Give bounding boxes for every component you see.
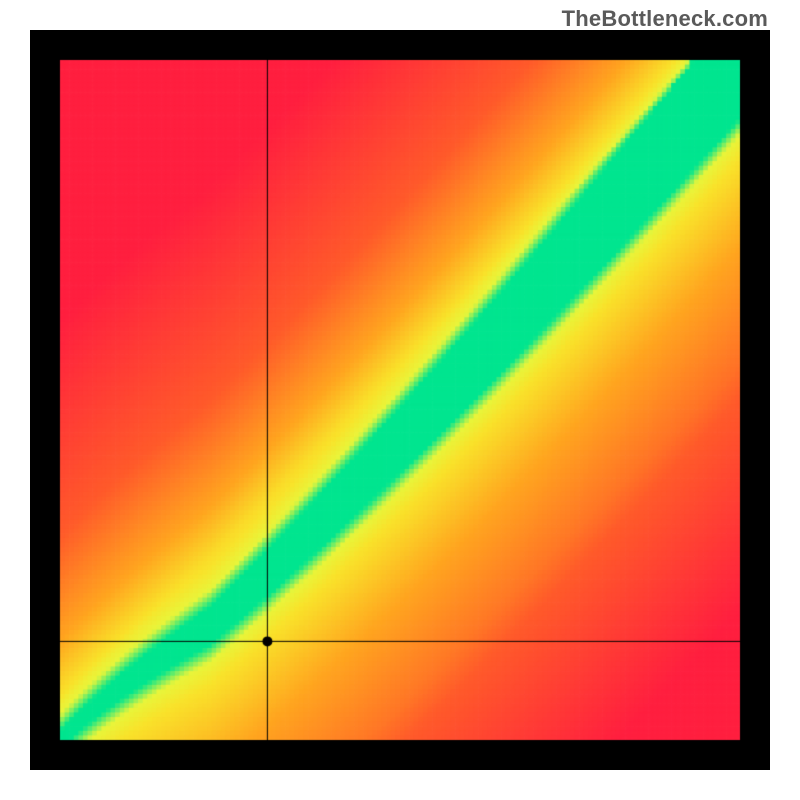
heatmap-canvas bbox=[30, 30, 770, 770]
bottleneck-heatmap bbox=[30, 30, 770, 770]
watermark-text: TheBottleneck.com bbox=[562, 6, 768, 32]
